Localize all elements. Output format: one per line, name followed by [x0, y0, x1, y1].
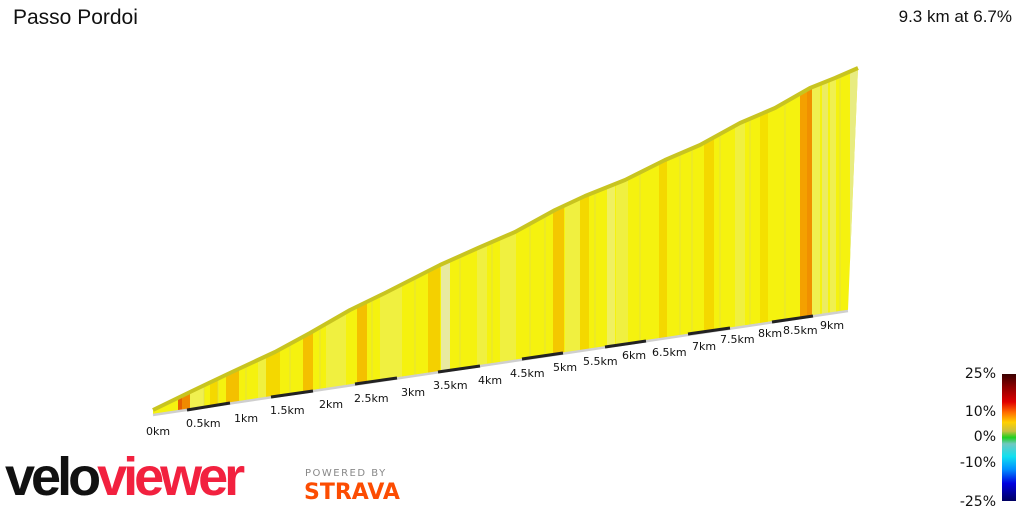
svg-text:0km: 0km	[146, 425, 170, 438]
svg-text:9km: 9km	[820, 319, 844, 332]
gradient-legend: 25% 10% 0% -10% -25%	[940, 364, 1024, 512]
svg-text:1km: 1km	[234, 412, 258, 425]
svg-text:0.5km: 0.5km	[186, 417, 221, 430]
logo-viewer-text: viewer	[97, 447, 245, 507]
legend-label-min: -25%	[959, 494, 996, 510]
distance-tick-labels: 0km 0.5km 1km 1.5km 2km 2.5km 3km 3.5km …	[146, 319, 844, 438]
svg-text:4km: 4km	[478, 374, 502, 387]
svg-text:4.5km: 4.5km	[510, 367, 545, 380]
svg-text:5km: 5km	[553, 361, 577, 374]
legend-label-neg10: -10%	[959, 455, 996, 471]
svg-text:3km: 3km	[401, 386, 425, 399]
svg-text:6km: 6km	[622, 349, 646, 362]
svg-text:5.5km: 5.5km	[583, 355, 618, 368]
svg-text:3.5km: 3.5km	[433, 379, 468, 392]
climb-title: Passo Pordoi	[13, 6, 138, 29]
svg-text:2km: 2km	[319, 398, 343, 411]
climb-summary: 9.3 km at 6.7%	[898, 7, 1012, 26]
powered-by-label: POWERED BY	[305, 468, 387, 479]
legend-label-10: 10%	[964, 404, 996, 420]
legend-label-0: 0%	[973, 429, 996, 445]
svg-text:6.5km: 6.5km	[652, 346, 687, 359]
svg-text:8.5km: 8.5km	[783, 324, 818, 337]
svg-text:2.5km: 2.5km	[354, 392, 389, 405]
veloviewer-logo[interactable]: veloviewer	[5, 447, 245, 507]
strava-logo[interactable]: STRAVA	[304, 480, 400, 505]
profile-top-edge	[152, 66, 859, 412]
logo-velo-text: velo	[5, 447, 101, 507]
gradient-color-bar	[1002, 374, 1016, 501]
svg-text:7km: 7km	[692, 340, 716, 353]
distance-axis-line	[152, 309, 849, 417]
elevation-profile-chart: 0km 0.5km 1km 1.5km 2km 2.5km 3km 3.5km …	[146, 66, 859, 438]
svg-text:8km: 8km	[758, 327, 782, 340]
legend-label-max: 25%	[964, 366, 996, 382]
svg-text:7.5km: 7.5km	[720, 333, 755, 346]
svg-text:1.5km: 1.5km	[270, 404, 305, 417]
distance-axis-segments	[186, 314, 814, 412]
